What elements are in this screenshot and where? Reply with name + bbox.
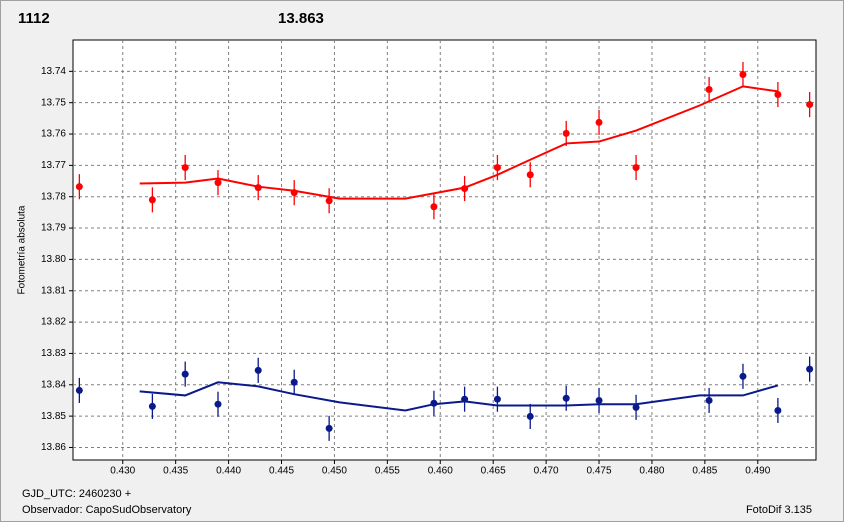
data-point [774, 406, 782, 414]
data-point [493, 164, 501, 172]
data-point [526, 412, 534, 420]
data-point [214, 400, 222, 408]
y-tick-label: 13.84 [41, 379, 66, 390]
data-point [632, 164, 640, 172]
data-point [562, 394, 570, 402]
x-tick-label: 0.465 [481, 466, 506, 477]
data-point [806, 365, 814, 373]
data-point [75, 183, 83, 191]
x-tick-label: 0.430 [110, 466, 135, 477]
data-point [181, 164, 189, 172]
x-tick-label: 0.480 [639, 466, 664, 477]
y-axis-label: Fotometría absoluta [17, 205, 28, 294]
data-point [739, 372, 747, 380]
y-tick-label: 13.85 [41, 411, 66, 422]
data-point [430, 203, 438, 211]
y-tick-label: 13.83 [41, 348, 66, 359]
gjd-label: GJD_UTC: 2460230 + [22, 488, 131, 500]
data-point [705, 86, 713, 94]
data-point [148, 402, 156, 410]
x-tick-label: 0.460 [428, 466, 453, 477]
data-point [705, 396, 713, 404]
version-label: FotoDif 3.135 [746, 504, 812, 516]
data-point [562, 129, 570, 137]
star-magnitude: 13.863 [278, 10, 324, 27]
y-tick-label: 13.81 [41, 285, 66, 296]
y-tick-label: 13.86 [41, 442, 66, 453]
data-point [632, 403, 640, 411]
data-point [148, 196, 156, 204]
data-point [325, 197, 333, 205]
data-point [595, 396, 603, 404]
data-point [290, 378, 298, 386]
x-tick-label: 0.475 [587, 466, 612, 477]
data-point [493, 395, 501, 403]
data-point [595, 118, 603, 126]
data-point [75, 386, 83, 394]
x-tick-label: 0.435 [163, 466, 188, 477]
y-tick-label: 13.82 [41, 317, 66, 328]
data-point [325, 424, 333, 432]
fit-line [139, 85, 779, 200]
y-tick-label: 13.79 [41, 223, 66, 234]
star-id: 1112 [18, 10, 50, 27]
y-tick-label: 13.80 [41, 254, 66, 265]
x-tick-label: 0.455 [375, 466, 400, 477]
x-tick-label: 0.440 [216, 466, 241, 477]
x-tick-label: 0.470 [534, 466, 559, 477]
y-tick-label: 13.78 [41, 191, 66, 202]
y-tick-label: 13.74 [41, 66, 66, 77]
data-point [214, 179, 222, 187]
y-tick-label: 13.75 [41, 97, 66, 108]
x-tick-label: 0.445 [269, 466, 294, 477]
data-point [806, 101, 814, 109]
y-tick-label: 13.76 [41, 129, 66, 140]
fit-line [139, 381, 779, 412]
data-point [254, 366, 262, 374]
x-tick-label: 0.490 [745, 466, 770, 477]
data-point [774, 91, 782, 99]
data-point [181, 370, 189, 378]
x-tick-label: 0.485 [692, 466, 717, 477]
x-tick-label: 0.450 [322, 466, 347, 477]
data-point [526, 171, 534, 179]
data-point [739, 70, 747, 78]
y-tick-label: 13.77 [41, 160, 66, 171]
observer-label: Observador: CapoSudObservatory [22, 504, 192, 516]
